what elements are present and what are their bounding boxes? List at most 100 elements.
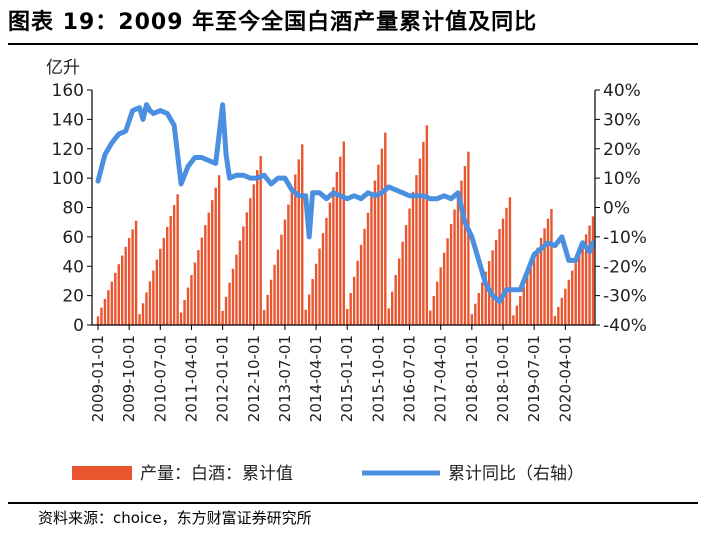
bar [245, 212, 249, 325]
y-right-tick-label: 0% [603, 199, 630, 219]
bar [397, 258, 401, 325]
bar [280, 234, 283, 325]
bar [314, 263, 318, 325]
bar [456, 195, 460, 325]
axes [87, 89, 600, 330]
bar [117, 264, 120, 325]
bar [380, 148, 384, 325]
bar [262, 309, 266, 325]
bar [356, 260, 359, 325]
bar [121, 255, 124, 325]
legend-line-label: 累计同比（右轴） [448, 464, 584, 484]
bar [339, 156, 342, 325]
bar [238, 240, 242, 325]
bar [131, 229, 134, 325]
bar [328, 202, 332, 325]
bar [411, 191, 415, 325]
bar [404, 225, 408, 326]
bar [172, 205, 176, 325]
bar [494, 239, 498, 325]
bar [567, 279, 570, 325]
x-tick-label: 2019-07-01 [525, 335, 543, 422]
bar [359, 244, 363, 325]
bar [152, 270, 155, 325]
bar [384, 132, 387, 325]
bar [449, 223, 453, 325]
bar [546, 218, 550, 325]
bar [418, 158, 422, 325]
bar [269, 279, 273, 325]
bar [470, 314, 474, 325]
bar [221, 310, 224, 325]
bar [301, 144, 304, 325]
x-tick-label: 2013-07-01 [276, 335, 294, 422]
bar [204, 225, 207, 326]
y-left-tick-label: 0 [73, 316, 84, 336]
bar [214, 187, 217, 325]
bar [477, 292, 480, 325]
bar [436, 281, 439, 325]
bar [169, 216, 172, 325]
bar [294, 174, 297, 325]
yoy-line [95, 102, 596, 304]
bar [460, 180, 463, 325]
bar [231, 268, 235, 325]
x-tick-label: 2015-01-01 [338, 335, 356, 422]
y-left-unit: 亿升 [46, 58, 80, 78]
y-right-tick-label: 10% [603, 169, 641, 189]
bar [217, 175, 221, 325]
x-tick-label: 2014-04-01 [307, 335, 325, 422]
bar [529, 266, 532, 325]
bar [505, 207, 508, 325]
bar [297, 159, 300, 325]
legend-bar-label: 产量：白酒：累计值 [140, 464, 293, 484]
bar [179, 312, 183, 325]
x-tick-label: 2012-01-01 [214, 335, 232, 422]
x-tick-label: 2018-01-01 [463, 335, 481, 422]
bar [352, 276, 356, 325]
bar [474, 303, 477, 325]
bar [484, 271, 487, 325]
bar [415, 175, 418, 325]
bar [498, 229, 501, 325]
bar [501, 218, 505, 325]
y-left-tick-label: 80 [62, 199, 84, 219]
bar [401, 241, 404, 325]
bar [560, 297, 564, 325]
x-tick-label: 2012-10-01 [245, 335, 263, 422]
bar [127, 238, 131, 325]
bar [197, 250, 200, 325]
source-note: 资料来源：choice，东方财富证券研究所 [38, 509, 312, 527]
bar [256, 170, 259, 325]
bar [342, 141, 345, 325]
legend: 产量：白酒：累计值 累计同比（右轴） [72, 464, 584, 484]
x-tick-label: 2020-04-01 [556, 335, 574, 422]
bar [539, 237, 543, 325]
line-series [95, 102, 596, 304]
bar [103, 298, 107, 325]
bar [422, 141, 425, 325]
bar [467, 151, 470, 325]
bar [148, 281, 152, 325]
x-tick-label: 2009-10-01 [120, 335, 138, 422]
bar [162, 237, 165, 325]
bar [211, 200, 214, 325]
bar [134, 220, 138, 325]
bar [526, 276, 529, 325]
y-left-tick-label: 120 [52, 140, 84, 160]
bar [186, 287, 190, 325]
bar [391, 291, 394, 325]
bar [110, 281, 114, 325]
bar [363, 228, 366, 325]
bar [114, 272, 117, 325]
bar [425, 125, 429, 325]
x-tick-label: 2009-01-01 [89, 335, 107, 422]
bar [311, 279, 314, 325]
bar [584, 234, 588, 325]
bar [491, 250, 494, 325]
bar [515, 305, 519, 325]
bar [512, 315, 515, 325]
bar [259, 156, 262, 325]
y-right-tick-label: -30% [603, 287, 647, 307]
bar [287, 204, 290, 325]
